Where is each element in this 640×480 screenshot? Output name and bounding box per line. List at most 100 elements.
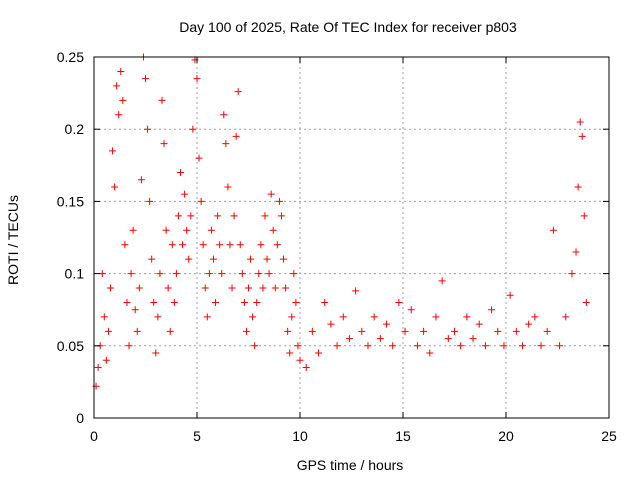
y-tick-label: 0.05 [57,338,84,354]
data-point [537,342,545,350]
data-point [185,255,193,263]
data-point [137,176,145,184]
data-point [582,298,590,306]
data-point [543,327,551,335]
data-point [240,298,248,306]
data-point [168,241,176,249]
data-point [321,298,329,306]
data-point [249,313,257,321]
data-point [327,320,335,328]
data-point [469,335,477,343]
data-point [94,363,102,371]
data-point [195,154,203,162]
data-point [148,255,156,263]
data-point [296,356,304,364]
x-axis-label: GPS time / hours [297,457,404,473]
data-point [352,287,360,295]
data-point [236,241,244,249]
data-point [269,226,277,234]
data-point [154,313,162,321]
data-point [142,75,149,83]
data-point [259,284,267,292]
data-point [512,327,520,335]
data-point [218,270,226,278]
data-point [444,335,452,343]
data-point [275,197,283,205]
data-point [113,82,121,90]
data-point [123,298,131,306]
data-point [203,313,211,321]
y-axis-label: ROTI / TECUs [5,195,21,285]
data-point [117,67,125,75]
data-point [104,327,112,335]
data-point [170,298,178,306]
data-point [261,212,269,220]
data-point [494,327,502,335]
data-point [420,327,428,335]
data-point [288,313,296,321]
data-point [568,270,576,278]
data-point [166,327,174,335]
data-point [389,342,397,350]
x-tick-labels: 0 5 10 15 20 25 [90,428,617,444]
data-point [220,111,228,119]
data-point [481,342,489,350]
data-point [562,313,570,321]
y-tick-label: 0.2 [65,121,85,137]
data-point [121,241,129,249]
data-point [230,212,238,220]
x-tick-label: 0 [90,428,98,444]
data-point [245,284,252,292]
data-point [209,255,217,263]
data-point [488,306,496,314]
data-point [177,169,185,177]
data-point [160,140,168,148]
data-point [580,212,588,220]
data-point [193,75,201,83]
y-tick-label: 0.15 [57,193,84,209]
data-point [150,298,158,306]
data-point [144,125,152,133]
data-point [216,241,224,249]
plot-frame [93,56,610,419]
data-point [257,241,265,249]
data-point [549,226,557,234]
data-point [574,183,582,191]
data-point [294,342,302,350]
data-point [100,313,108,321]
data-point [133,327,141,335]
data-point [242,327,250,335]
data-point [205,270,213,278]
data-point [222,140,230,148]
grid-lines [94,57,609,418]
data-point [224,183,232,191]
data-point [358,327,366,335]
data-point [255,270,263,278]
data-point [201,284,209,292]
data-point [197,197,205,205]
data-point [282,284,290,292]
data-point [102,356,110,364]
chart-title: Day 100 of 2025, Rate Of TEC Index for r… [179,19,517,35]
data-point [164,284,172,292]
data-point [146,197,154,205]
data-point [162,226,170,234]
y-tick-label: 0.1 [65,266,85,282]
data-point [426,349,434,357]
data-point [290,270,298,278]
x-tick-label: 5 [193,428,201,444]
data-point [345,335,353,343]
data-point [376,335,384,343]
data-points [92,53,590,390]
data-point [263,255,271,263]
data-point [500,342,508,350]
data-point [277,212,285,220]
axis-ticks [93,56,610,419]
data-point [174,212,182,220]
data-point [158,96,166,104]
data-point [207,226,215,234]
data-point [271,284,279,292]
x-tick-label: 15 [395,428,411,444]
data-point [156,270,164,278]
